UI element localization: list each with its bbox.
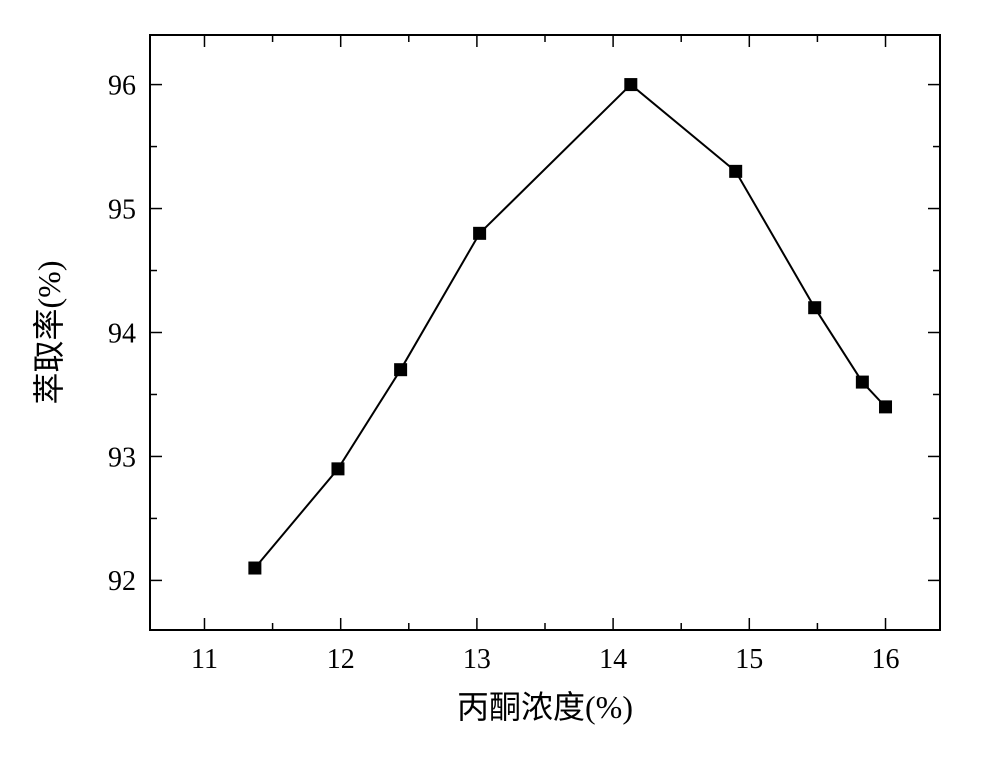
line-chart: 11 12 13 14 15 16 92 93 94 95 96 丙酮浓度(%) 萃取率(%) (0, 0, 1000, 772)
x-tick-label: 15 (735, 644, 763, 675)
data-point-marker (332, 463, 344, 475)
y-tick-label: 92 (108, 566, 136, 597)
x-tick-label: 16 (872, 644, 900, 675)
x-tick-label: 14 (599, 644, 627, 675)
data-point-marker (395, 364, 407, 376)
data-point-marker (880, 401, 892, 413)
y-axis-label: 萃取率(%) (31, 261, 67, 405)
x-tick-label: 12 (327, 644, 355, 675)
y-tick-label: 94 (108, 318, 136, 349)
x-axis-label: 丙酮浓度(%) (457, 689, 633, 725)
y-tick-label: 95 (108, 194, 136, 225)
y-tick-label: 93 (108, 442, 136, 473)
data-point-marker (625, 79, 637, 91)
chart-container: 11 12 13 14 15 16 92 93 94 95 96 丙酮浓度(%) 萃取率(%) (0, 0, 1000, 772)
x-tick-label: 11 (191, 644, 218, 675)
y-tick-label: 96 (108, 70, 136, 101)
data-point-marker (856, 376, 868, 388)
data-point-marker (809, 302, 821, 314)
data-point-marker (730, 165, 742, 177)
data-point-marker (249, 562, 261, 574)
x-tick-label: 13 (463, 644, 491, 675)
data-point-marker (474, 227, 486, 239)
